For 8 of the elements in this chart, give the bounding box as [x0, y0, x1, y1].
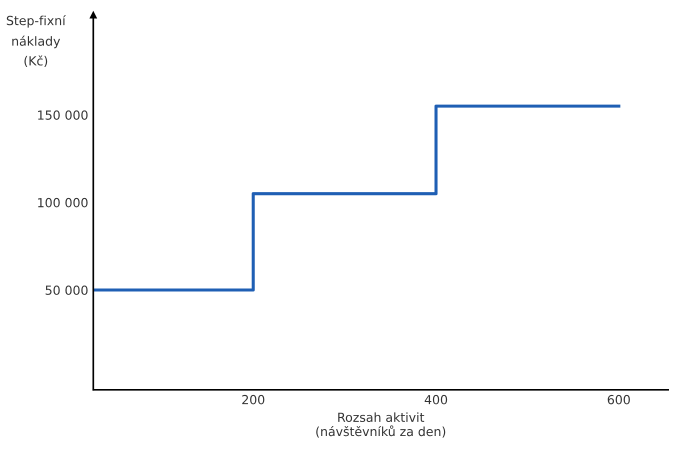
x-tick-label: 400 — [424, 394, 448, 404]
x-tick-label: 600 — [608, 394, 630, 404]
x-axis-title: Rozsah aktivit (návštěvníků za den) — [316, 412, 446, 438]
y-tick-label: 100 000 — [38, 198, 88, 208]
y-tick-label: 50 000 — [46, 285, 88, 295]
y-axis-title: Step-fixní náklady (Kč) — [6, 15, 66, 68]
y-tick-label: 150 000 — [38, 110, 88, 120]
x-tick-label: 200 — [242, 394, 264, 404]
